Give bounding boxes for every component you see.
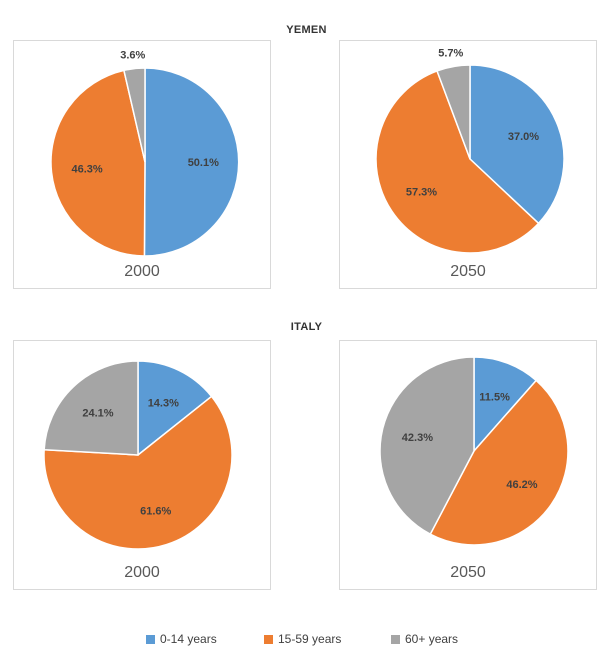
pie-slice-yemen-2050-15-59 (375, 69, 540, 254)
chart-title-italy-2050: 2050 (450, 564, 486, 581)
pie-chart-yemen-2050: 37.0% 57.3% 5.7% (375, 48, 565, 254)
pie-chart-yemen-2000: 50.1% 46.3% 3.6% (50, 50, 240, 257)
legend-label-60-plus: 60+ years (405, 632, 459, 646)
pie-slice-italy-2050-0-14 (473, 356, 538, 453)
pie-slice-italy-2050-15-59 (429, 379, 569, 546)
legend-item-60-plus: 60+ years (391, 632, 458, 646)
data-label-yemen-2050-60-plus: 5.7% (438, 48, 463, 60)
data-label-yemen-2050-15-59: 57.3% (406, 186, 437, 198)
data-label-italy-2050-15-59: 46.2% (506, 479, 537, 491)
data-label-yemen-2000-0-14: 50.1% (188, 157, 219, 169)
chart-title-yemen-2050: 2050 (450, 263, 486, 280)
pie-panel-yemen-2000: 50.1% 46.3% 3.6% 2000 (13, 40, 271, 289)
pie-chart-italy-2050: 11.5% 46.2% 42.3% (379, 356, 569, 546)
pie-panel-yemen-2050: 37.0% 57.3% 5.7% 2050 (339, 40, 597, 289)
data-label-yemen-2000-15-59: 46.3% (71, 163, 102, 175)
pie-slice-italy-2000-60-plus (43, 360, 139, 456)
chart-title-yemen-2000: 2000 (124, 263, 160, 280)
legend-swatch-15-59 (264, 635, 273, 644)
legend: 0-14 years 15-59 years 60+ years (0, 632, 613, 650)
chart-title-italy-2000: 2000 (124, 564, 160, 581)
pie-chart-italy-2000: 14.3% 61.6% 24.1% (43, 360, 233, 550)
data-label-italy-2050-60-plus: 42.3% (402, 432, 433, 444)
legend-item-15-59: 15-59 years (264, 632, 341, 646)
data-label-italy-2000-0-14: 14.3% (148, 398, 179, 410)
pie-slice-yemen-2050-0-14 (469, 64, 565, 225)
legend-swatch-0-14 (146, 635, 155, 644)
data-label-yemen-2050-0-14: 37.0% (508, 131, 539, 143)
pie-slice-italy-2000-0-14 (137, 360, 213, 457)
group-title-yemen: YEMEN (286, 24, 327, 36)
group-title-italy: ITALY (290, 321, 323, 333)
pie-slice-yemen-2050-60-plus (436, 64, 471, 160)
pie-slice-yemen-2000-60-plus (123, 67, 146, 163)
legend-swatch-60-plus (391, 635, 400, 644)
pie-slice-yemen-2000-0-14 (143, 67, 240, 257)
pie-panel-italy-2000: 14.3% 61.6% 24.1% 2000 (13, 340, 271, 590)
pie-slice-yemen-2000-15-59 (50, 69, 146, 257)
legend-item-0-14: 0-14 years (146, 632, 217, 646)
pie-slice-italy-2000-15-59 (43, 395, 233, 550)
data-label-italy-2000-60-plus: 24.1% (82, 408, 113, 420)
pie-slice-italy-2050-60-plus (379, 356, 475, 536)
legend-label-15-59: 15-59 years (278, 632, 342, 646)
pie-panel-italy-2050: 11.5% 46.2% 42.3% 2050 (339, 340, 597, 590)
data-label-yemen-2000-60-plus: 3.6% (120, 50, 145, 62)
data-label-italy-2050-0-14: 11.5% (479, 392, 510, 404)
legend-label-0-14: 0-14 years (160, 632, 217, 646)
data-label-italy-2000-15-59: 61.6% (140, 506, 171, 518)
